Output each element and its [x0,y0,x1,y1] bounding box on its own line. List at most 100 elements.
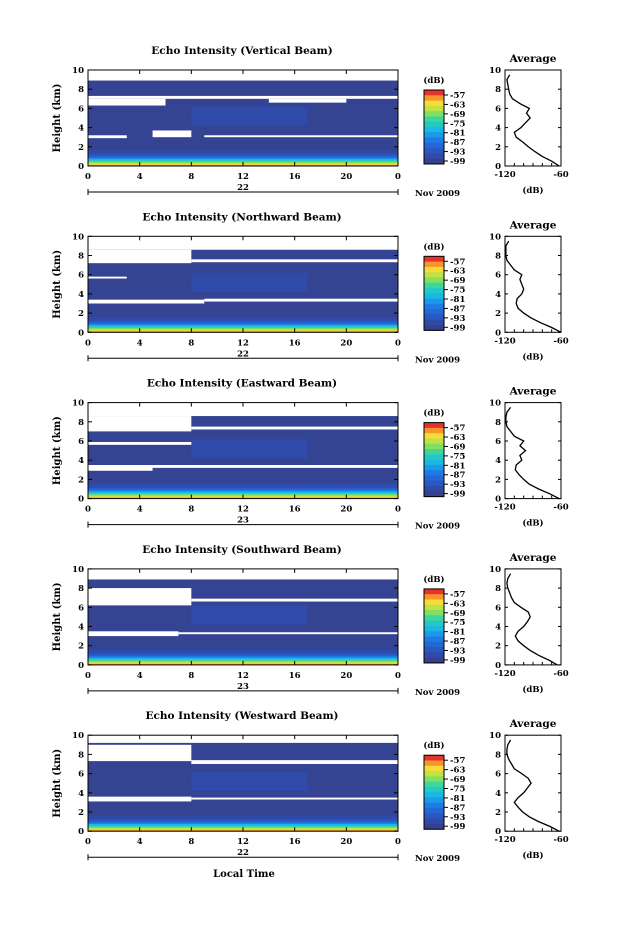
colorbar-segment [424,808,444,814]
x-axis-label: Local Time [213,869,275,880]
date-month-label: Nov 2009 [415,189,460,199]
x-tick-label: 16 [289,172,301,182]
y-tick-label: 4 [78,290,84,300]
chart-title: Echo Intensity (Southward Beam) [142,544,341,556]
average-y-tick-label: 2 [495,808,501,818]
average-x-tick-label: -60 [553,835,568,845]
heatmap-gap-5 [88,276,127,279]
average-y-tick-label: 6 [495,603,501,613]
panel-3: Echo Intensity (Southward Beam) 0 2 4 6 8 10 He… [52,544,569,698]
date-month-label: Nov 2009 [415,522,460,532]
heatmap-gap-0 [88,236,398,250]
colorbar-segment [424,277,444,284]
average-x-tick-label: -60 [553,669,568,679]
colorbar-segment [424,282,444,289]
average-x-label: (dB) [522,684,543,695]
colorbar-segment [424,765,444,772]
colorbar-segment [424,610,444,616]
heatmap-gap-3 [268,98,347,103]
colorbar-segment [424,652,444,659]
colorbar-segment [424,625,444,632]
y-tick-label: 6 [78,271,84,281]
colorbar-frame [423,754,445,830]
colorbar-tick-label: -69 [450,110,465,120]
average-frame [504,402,562,500]
average-y-tick-label: 4 [495,124,501,134]
heatmap-gap-3 [88,796,192,802]
average-y-tick-label: 10 [489,66,501,76]
x-tick-label: 0 [85,172,91,182]
colorbar-segment [424,433,444,439]
date-day-label: 23 [237,682,249,692]
x-tick-label: 12 [237,837,249,847]
colorbar-segment [424,272,444,278]
colorbar-segment [424,137,444,144]
colorbar-segment [424,594,444,600]
y-tick-label: 2 [78,143,84,153]
colorbar-tick-label: -75 [450,286,465,296]
x-tick-label: 12 [237,505,249,515]
x-tick-label: 0 [85,837,91,847]
average-profile-line [506,573,558,666]
colorbar-segment [424,818,444,825]
colorbar-tick-label: -57 [450,590,465,600]
colorbar-tick-label: -93 [450,646,465,656]
colorbar-segment [424,454,444,461]
y-tick-label: 4 [78,623,84,633]
y-tick-label: 0 [78,827,84,837]
average-y-tick-label: 6 [495,770,501,780]
colorbar-tick-label: -57 [450,756,465,766]
heatmap-gap-2 [191,598,398,602]
y-tick-label: 6 [78,603,84,613]
y-tick-label: 2 [78,475,84,485]
heatmap-gap-3 [88,465,153,471]
x-tick-label: 8 [188,172,194,182]
y-tick-label: 10 [72,66,84,76]
colorbar-tick-label: -81 [450,461,465,471]
heatmap-echo-band [191,106,308,126]
colorbar-tick-label: -69 [450,276,465,286]
x-tick-label: 20 [340,172,352,182]
colorbar-segment [424,288,444,294]
colorbar-segment [424,100,444,107]
average-y-tick-label: 2 [495,309,501,319]
average-y-tick-label: 10 [489,731,501,741]
panels: Echo Intensity (Vertical Beam) 0 2 4 6 8 10 Hei… [52,45,569,864]
heatmap-gap-5 [88,135,127,139]
x-tick-label: 0 [395,837,401,847]
average-y-tick-label: 0 [495,328,501,338]
colorbar-segment [424,641,444,648]
heatmap-gap-2 [191,259,398,263]
colorbar-tick-label: -57 [450,91,465,101]
average-title: Average [509,219,557,231]
x-tick-label: 0 [395,338,401,348]
y-axis-label: Height (km) [52,416,63,485]
x-tick-label: 16 [289,837,301,847]
colorbar-tick-label: -75 [450,452,465,462]
x-tick-label: 0 [395,671,401,681]
y-tick-label: 0 [78,162,84,172]
average-y-tick-label: 10 [489,399,501,409]
colorbar-tick-label: -93 [450,148,465,158]
heatmap-gap-2 [88,98,166,106]
average-y-tick-label: 8 [495,252,501,262]
colorbar-segment [424,781,444,788]
colorbar-segment [424,298,444,305]
average-title: Average [509,718,557,730]
colorbar-tick-label: -63 [450,267,465,277]
y-tick-label: 8 [78,584,84,594]
colorbar-segment [424,491,444,498]
heatmap-area [88,70,398,166]
heatmap-gap-4 [152,465,398,468]
panel-1: Echo Intensity (Northward Beam) 0 2 4 6 8 10 He… [52,211,569,365]
x-tick-label: 4 [137,505,143,515]
x-tick-label: 20 [340,505,352,515]
colorbar-segment [424,486,444,492]
y-tick-label: 8 [78,418,84,428]
date-day-label: 22 [237,349,249,359]
average-x-tick-label: -120 [494,669,515,679]
y-axis-label: Height (km) [52,250,63,319]
x-tick-label: 8 [188,338,194,348]
x-tick-label: 12 [237,338,249,348]
